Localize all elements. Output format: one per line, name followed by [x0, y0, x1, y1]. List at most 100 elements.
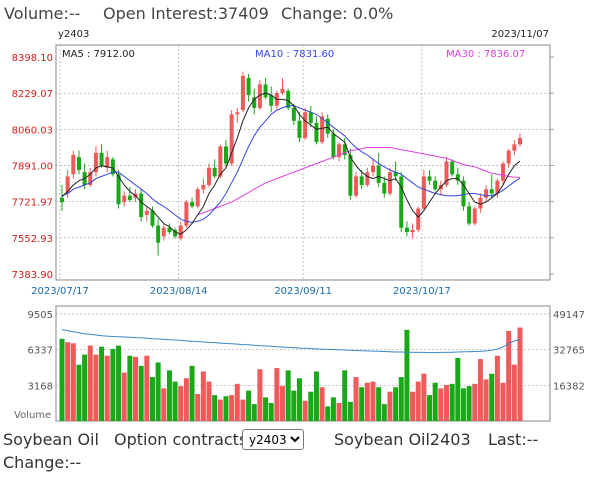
volume-bar	[483, 379, 489, 421]
volume-bar	[229, 395, 235, 421]
price-tick-label: 7383.90	[12, 270, 53, 281]
volume-bar	[421, 373, 427, 421]
open-interest-polyline	[61, 329, 521, 354]
candle-body	[76, 157, 81, 170]
volume-bar	[460, 388, 466, 421]
volume-bar	[353, 377, 359, 421]
candle-body	[303, 112, 308, 138]
candle-body	[190, 202, 195, 207]
volume-bar	[116, 345, 122, 421]
contract-name: Soybean Oil2403	[334, 430, 471, 449]
volume-bar	[59, 338, 65, 421]
volume-bar	[251, 404, 257, 421]
volume-bar	[127, 355, 133, 421]
candle-body	[65, 176, 70, 194]
candle-body	[506, 150, 511, 164]
volume-bar	[415, 381, 421, 421]
price-tick-label: 7721.97	[12, 198, 53, 209]
volume-tick-label: 3168	[28, 381, 53, 392]
volume-bar	[285, 370, 291, 421]
candle-body	[404, 227, 409, 233]
candle-body	[495, 180, 500, 194]
open-interest-line	[61, 329, 521, 354]
volume-bar	[149, 377, 155, 421]
candle-body	[184, 202, 189, 226]
open-interest-tick-label: 16382	[553, 381, 585, 392]
volume-bar	[511, 364, 517, 421]
price-tick-label: 7552.93	[12, 234, 53, 245]
volume-bar	[223, 396, 229, 421]
volume-bar	[393, 387, 399, 421]
ma10-label: MA10 : 7831.60	[255, 49, 334, 60]
candle-body	[387, 172, 392, 194]
price-y-axis: 8398.10 8229.07 8060.03 7891.00 7721.97 7552.…	[12, 53, 53, 281]
candle-body	[212, 167, 217, 177]
candle-body	[286, 90, 291, 108]
contract-select[interactable]: y2403	[242, 429, 304, 450]
candle-body	[478, 197, 483, 209]
price-tick-label: 8398.10	[12, 53, 53, 64]
volume-bar	[246, 390, 252, 421]
candle-body	[518, 137, 522, 145]
option-contracts-label: Option contracts	[114, 430, 248, 449]
volume-bar	[82, 354, 88, 421]
volume-bar	[217, 399, 223, 421]
candle-body	[156, 225, 161, 243]
volume-bar	[410, 391, 416, 421]
volume-bar	[104, 355, 110, 421]
candle-body	[280, 88, 285, 93]
volume-bar	[398, 377, 404, 421]
candle-body	[399, 176, 404, 228]
date-tick-label: 2023/10/17	[393, 286, 451, 297]
volume-bar	[330, 397, 336, 421]
volume-bar	[455, 357, 461, 421]
candle-body	[60, 197, 64, 203]
candle-body	[207, 167, 212, 185]
candle-body	[410, 229, 415, 233]
date-tick-label: 2023/09/11	[274, 286, 332, 297]
candle-body	[314, 122, 319, 143]
volume-bar	[110, 348, 116, 421]
candle-body	[450, 161, 455, 175]
volume-bar	[364, 382, 370, 421]
volume-y-axis: 9505 6337 3168 49147 32765 16382	[28, 310, 585, 392]
candle-body	[201, 184, 206, 190]
date-tick-label: 2023/07/17	[31, 286, 89, 297]
volume-bar	[466, 386, 472, 421]
volume-bar	[494, 355, 500, 421]
candle-body	[512, 144, 517, 151]
volume-bar	[138, 365, 144, 421]
volume-bar	[438, 388, 444, 421]
candlestick-series	[60, 71, 522, 256]
volume-bar	[376, 387, 382, 421]
candle-body	[433, 180, 438, 190]
candle-body	[240, 75, 245, 111]
volume-bar	[347, 401, 353, 421]
candle-body	[416, 208, 421, 230]
candle-body	[359, 176, 364, 185]
volume-bar	[172, 381, 178, 421]
volume-bar	[161, 388, 167, 421]
volume-bar	[291, 390, 297, 421]
open-interest-tick-label: 32765	[553, 346, 585, 357]
open-interest-readout: Open Interest:37409	[103, 4, 269, 23]
volume-bar	[319, 387, 325, 421]
volume-bar	[183, 378, 189, 421]
candle-body	[139, 193, 144, 218]
candle-body	[99, 152, 104, 166]
ma5-line	[61, 92, 521, 235]
volume-bar	[342, 370, 348, 421]
contract-footer: Soybean Oil Option contracts y2403 Soybe…	[0, 426, 596, 482]
quote-header: Volume:-- Open Interest:37409 Change: 0.…	[0, 0, 596, 28]
volume-bar	[155, 362, 161, 421]
candle-body	[161, 227, 166, 237]
ma5-label: MA5 : 7912.00	[62, 49, 135, 60]
candle-body	[252, 97, 257, 108]
volume-tick-label: 6337	[28, 346, 53, 357]
price-tick-label: 8229.07	[12, 89, 53, 100]
candle-body	[382, 182, 387, 194]
volume-bar	[274, 368, 280, 421]
candle-body	[116, 174, 121, 205]
price-tick-label: 8060.03	[12, 125, 53, 136]
volume-bar	[472, 383, 478, 421]
